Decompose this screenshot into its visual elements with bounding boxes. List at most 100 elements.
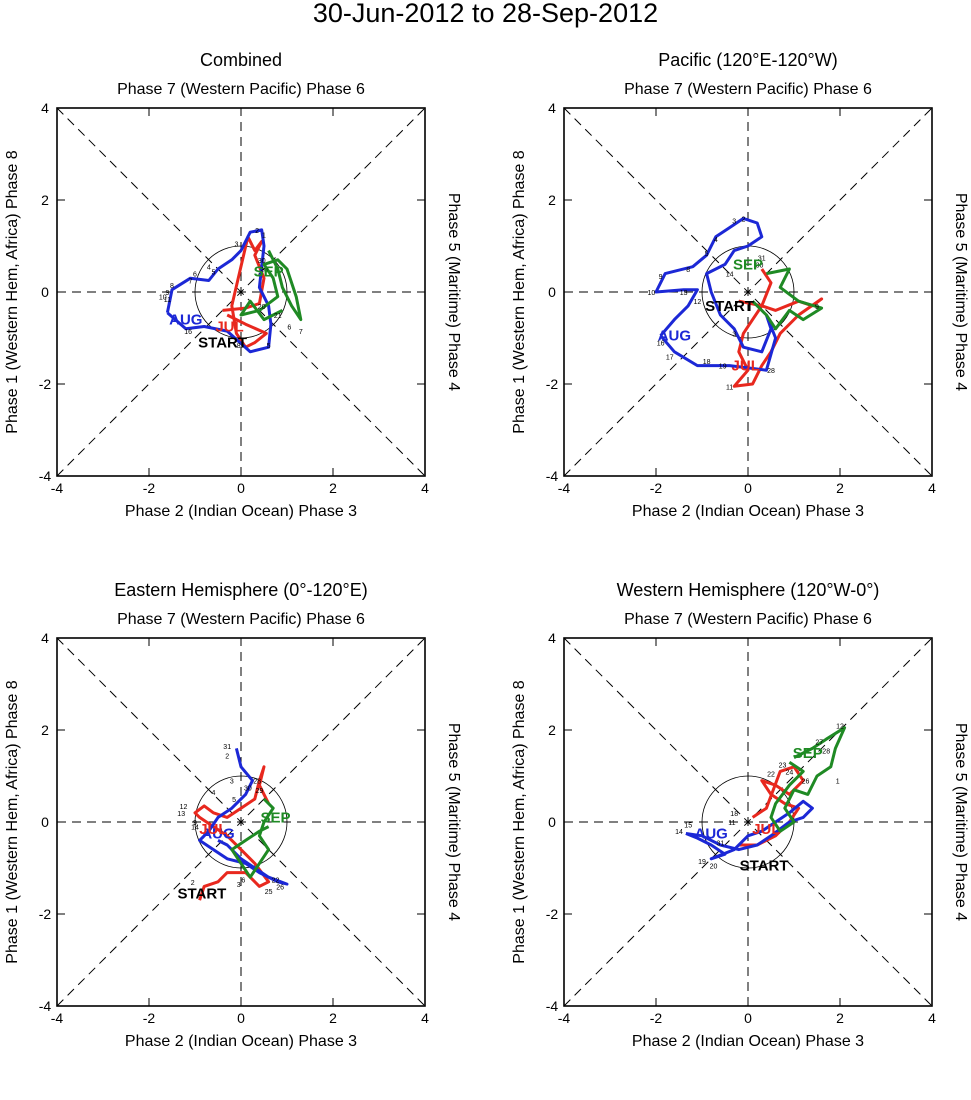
day-label: 3 — [237, 882, 241, 889]
series-line-aug — [654, 216, 778, 372]
y-tick-label: -2 — [39, 376, 52, 392]
left-phase-label: Phase 1 (Western Hem, Africa) Phase 8 — [4, 150, 21, 433]
phase-diagram-pacific: Pacific (120°E-120°W) Phase 7 (Western Pa… — [511, 50, 969, 520]
day-label: 7 — [299, 329, 303, 336]
x-tick-label: 4 — [421, 1010, 429, 1026]
day-label: 14 — [675, 829, 683, 836]
x-tick-label: -2 — [650, 1010, 663, 1026]
day-label: 1 — [836, 779, 840, 786]
left-phase-label: Phase 1 (Western Hem, Africa) Phase 8 — [4, 680, 21, 963]
day-label: 26 — [802, 779, 810, 786]
month-label-jul: JUL — [732, 358, 760, 375]
day-label: 13 — [177, 811, 185, 818]
day-label: 17 — [666, 354, 674, 361]
day-label: 12 — [836, 723, 844, 730]
day-label: 8 — [686, 267, 690, 274]
day-label: 10 — [159, 295, 167, 302]
day-label: 22 — [767, 772, 775, 779]
day-label: 6 — [193, 272, 197, 279]
x-tick-label: 0 — [237, 1010, 245, 1026]
day-label: 3 — [732, 219, 736, 226]
day-label: 27 — [815, 740, 823, 747]
day-label: 9 — [815, 304, 819, 311]
day-label: 3 — [234, 242, 238, 249]
y-tick-label: -4 — [546, 468, 559, 484]
month-label-jul: JUL — [199, 821, 227, 838]
month-label-start: START — [177, 885, 226, 902]
y-tick-label: 4 — [548, 100, 556, 116]
x-tick-label: -2 — [143, 1010, 156, 1026]
bottom-phase-label: Phase 2 (Indian Ocean) Phase 3 — [632, 1033, 864, 1050]
x-tick-label: 0 — [237, 480, 245, 496]
top-phase-label: Phase 7 (Western Pacific) Phase 6 — [624, 611, 872, 628]
x-tick-label: 0 — [744, 480, 752, 496]
x-tick-label: -4 — [558, 1010, 571, 1026]
x-tick-label: -2 — [650, 480, 663, 496]
day-label: 20 — [258, 304, 266, 311]
month-label-aug: AUG — [695, 826, 728, 843]
right-phase-label: Phase 5 (Maritime) Phase 4 — [445, 193, 462, 391]
amplitude-circle — [194, 775, 288, 869]
month-label-aug: AUG — [201, 826, 234, 843]
y-tick-label: -4 — [39, 998, 52, 1014]
page-title: 30-Jun-2012 to 28-Sep-2012 — [312, 0, 659, 28]
day-label: 10 — [648, 290, 656, 297]
day-label: 14 — [726, 272, 734, 279]
y-tick-label: -4 — [546, 998, 559, 1014]
day-label: 9 — [165, 290, 169, 297]
x-tick-label: 4 — [928, 480, 936, 496]
day-label: 2 — [191, 880, 195, 887]
x-tick-label: 2 — [329, 1010, 337, 1026]
day-label: 11 — [728, 820, 735, 827]
day-label: 5 — [705, 251, 709, 258]
y-tick-label: 0 — [41, 814, 49, 830]
y-tick-label: 4 — [41, 630, 49, 646]
panel-title: Pacific (120°E-120°W) — [658, 50, 837, 70]
month-label-start: START — [705, 298, 754, 315]
day-label: 4 — [211, 790, 215, 797]
day-label: 31 — [717, 841, 725, 848]
y-tick-label: -2 — [39, 906, 52, 922]
series-line-sep — [751, 267, 824, 331]
day-label: 11 — [164, 297, 171, 304]
x-tick-label: 0 — [744, 1010, 752, 1026]
day-label: 31 — [758, 256, 766, 263]
y-tick-label: 0 — [548, 284, 556, 300]
day-label: 18 — [703, 359, 711, 366]
day-label: 5 — [267, 343, 271, 350]
day-label: 2 — [741, 216, 745, 223]
day-label: 15 — [684, 822, 692, 829]
day-label: 9 — [659, 274, 663, 281]
right-phase-label: Phase 5 (Maritime) Phase 4 — [952, 723, 969, 921]
chart-panel-western-hemisphere: Western Hemisphere (120°W-0°) Phase 7 (We… — [507, 570, 971, 1100]
day-label: 19 — [698, 859, 706, 866]
day-label: 1 — [262, 233, 266, 240]
month-label-sep: SEP — [260, 809, 290, 826]
bottom-phase-label: Phase 2 (Indian Ocean) Phase 3 — [125, 1033, 357, 1050]
month-label-sep: SEP — [733, 256, 763, 273]
bottom-phase-label: Phase 2 (Indian Ocean) Phase 3 — [632, 503, 864, 520]
month-label-aug: AUG — [169, 312, 202, 329]
chart-panel-combined: Combined Phase 7 (Western Pacific) Phase … — [0, 40, 485, 570]
day-label: 31 — [223, 744, 231, 751]
day-label: 16 — [184, 329, 192, 336]
left-phase-label: Phase 1 (Western Hem, Africa) Phase 8 — [511, 680, 528, 963]
day-label: 28 — [260, 267, 268, 274]
series-line-sep — [239, 249, 303, 322]
day-label: 6 — [287, 325, 291, 332]
series-line-jul — [193, 765, 271, 901]
left-phase-label: Phase 1 (Western Hem, Africa) Phase 8 — [511, 150, 528, 433]
day-label: 21 — [274, 313, 282, 320]
day-label: 14 — [191, 825, 199, 832]
y-tick-label: 4 — [548, 630, 556, 646]
y-tick-label: 0 — [41, 284, 49, 300]
day-label: 6 — [241, 878, 245, 885]
series-line-aug — [685, 799, 814, 861]
top-phase-label: Phase 7 (Western Pacific) Phase 6 — [117, 81, 365, 98]
day-label: 13 — [680, 290, 688, 297]
day-label: 25 — [265, 889, 273, 896]
x-tick-label: 2 — [836, 480, 844, 496]
day-label: 29 — [256, 788, 264, 795]
day-label: 9 — [193, 820, 197, 827]
day-label: 28 — [822, 749, 830, 756]
